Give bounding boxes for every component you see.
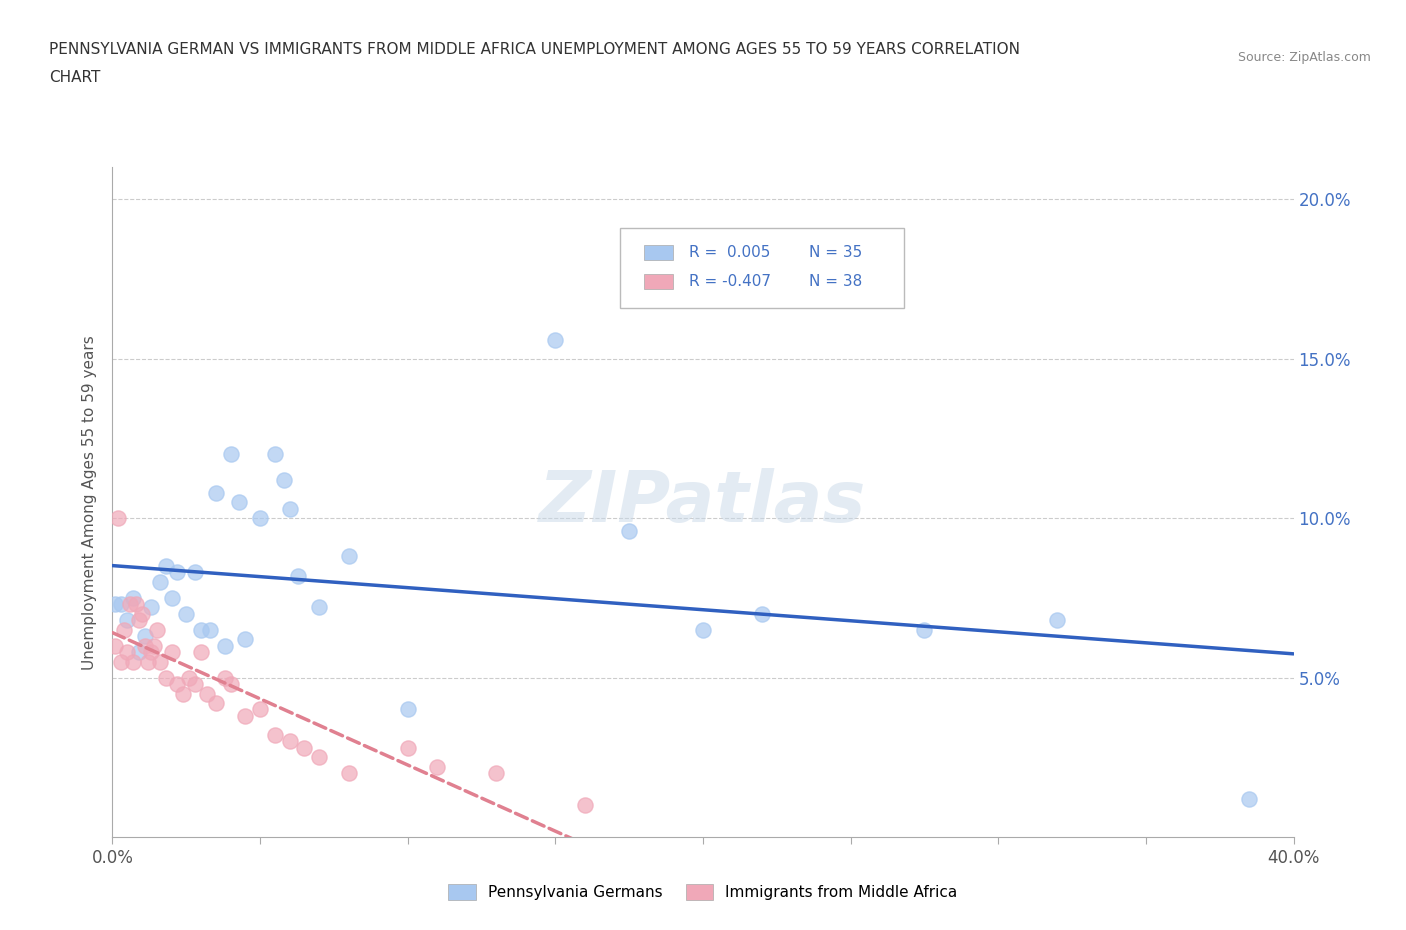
FancyBboxPatch shape — [644, 245, 673, 259]
Point — [139, 644, 162, 659]
Point — [214, 638, 236, 653]
Point — [692, 622, 714, 637]
Point — [139, 600, 162, 615]
Point — [128, 613, 150, 628]
Point — [485, 765, 508, 780]
Point — [131, 606, 153, 621]
Point — [110, 654, 132, 669]
Point — [125, 597, 148, 612]
Point — [190, 644, 212, 659]
Point — [249, 511, 271, 525]
Point — [219, 447, 242, 462]
Point — [112, 622, 135, 637]
Text: PENNSYLVANIA GERMAN VS IMMIGRANTS FROM MIDDLE AFRICA UNEMPLOYMENT AMONG AGES 55 : PENNSYLVANIA GERMAN VS IMMIGRANTS FROM M… — [49, 42, 1021, 57]
Text: R = -0.407: R = -0.407 — [689, 273, 770, 288]
Point — [619, 524, 641, 538]
Point — [136, 654, 159, 669]
Text: CHART: CHART — [49, 70, 101, 85]
Point — [160, 591, 183, 605]
Point — [292, 740, 315, 755]
Legend: Pennsylvania Germans, Immigrants from Middle Africa: Pennsylvania Germans, Immigrants from Mi… — [443, 878, 963, 907]
Point — [134, 629, 156, 644]
Point — [117, 613, 138, 628]
Point — [233, 709, 256, 724]
Point — [233, 631, 256, 646]
Point — [107, 511, 129, 525]
Point — [198, 622, 221, 637]
Point — [278, 734, 301, 749]
Point — [249, 702, 271, 717]
Point — [287, 568, 309, 583]
Point — [1046, 613, 1069, 628]
Point — [120, 597, 142, 612]
Point — [396, 740, 419, 755]
Point — [184, 676, 207, 691]
Point — [574, 798, 596, 813]
Point — [184, 565, 207, 579]
Point — [219, 676, 242, 691]
FancyBboxPatch shape — [620, 228, 904, 308]
Point — [337, 549, 360, 564]
Point — [228, 495, 250, 510]
Point — [214, 671, 236, 685]
Point — [396, 702, 419, 717]
Text: ZIPatlas: ZIPatlas — [540, 468, 866, 537]
Point — [142, 638, 165, 653]
Point — [155, 671, 177, 685]
Point — [110, 597, 132, 612]
Point — [278, 501, 301, 516]
Point — [146, 622, 169, 637]
Point — [149, 654, 172, 669]
Text: Source: ZipAtlas.com: Source: ZipAtlas.com — [1237, 51, 1371, 64]
Point — [117, 644, 138, 659]
Point — [190, 622, 212, 637]
Text: N = 35: N = 35 — [810, 245, 862, 260]
Point — [205, 485, 228, 500]
Point — [128, 644, 150, 659]
Point — [544, 332, 567, 347]
Point — [195, 686, 218, 701]
Point — [308, 600, 330, 615]
Point — [104, 638, 127, 653]
Point — [134, 638, 156, 653]
Point — [174, 606, 197, 621]
Text: R =  0.005: R = 0.005 — [689, 245, 770, 260]
Point — [104, 597, 127, 612]
Point — [205, 696, 228, 711]
Point — [264, 447, 287, 462]
Point — [122, 591, 145, 605]
Point — [264, 727, 287, 742]
Point — [149, 575, 172, 590]
Point — [160, 644, 183, 659]
Point — [273, 472, 295, 487]
Point — [426, 760, 449, 775]
Point — [166, 676, 188, 691]
Point — [1239, 791, 1261, 806]
Point — [751, 606, 773, 621]
Point — [172, 686, 194, 701]
Point — [308, 750, 330, 764]
Point — [179, 671, 201, 685]
Point — [166, 565, 188, 579]
FancyBboxPatch shape — [644, 274, 673, 289]
Point — [155, 559, 177, 574]
Text: N = 38: N = 38 — [810, 273, 862, 288]
Y-axis label: Unemployment Among Ages 55 to 59 years: Unemployment Among Ages 55 to 59 years — [82, 335, 97, 670]
Point — [914, 622, 936, 637]
Point — [122, 654, 145, 669]
Point — [337, 765, 360, 780]
